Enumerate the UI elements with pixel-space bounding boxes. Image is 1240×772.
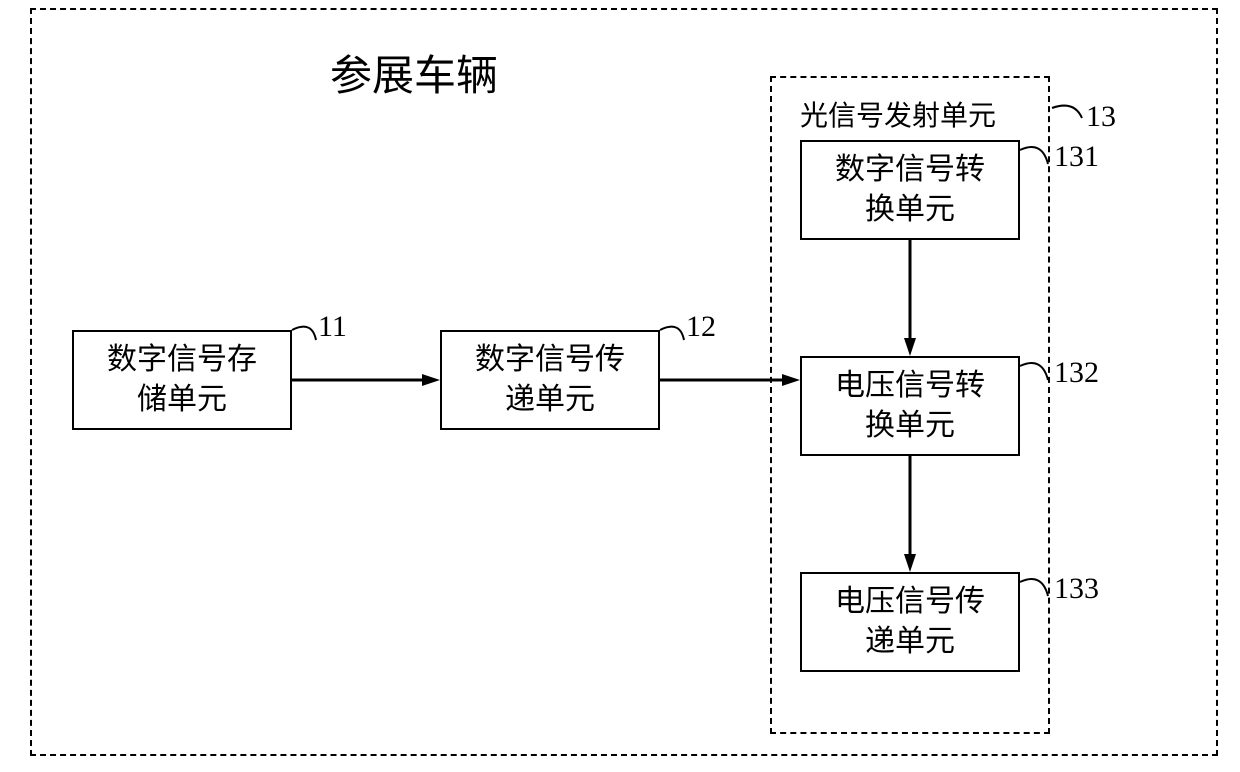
diagram-canvas: 参展车辆光信号发射单元13数字信号存储单元11数字信号传递单元12数字信号转换单…: [0, 0, 1240, 772]
arrow: [0, 0, 1240, 772]
